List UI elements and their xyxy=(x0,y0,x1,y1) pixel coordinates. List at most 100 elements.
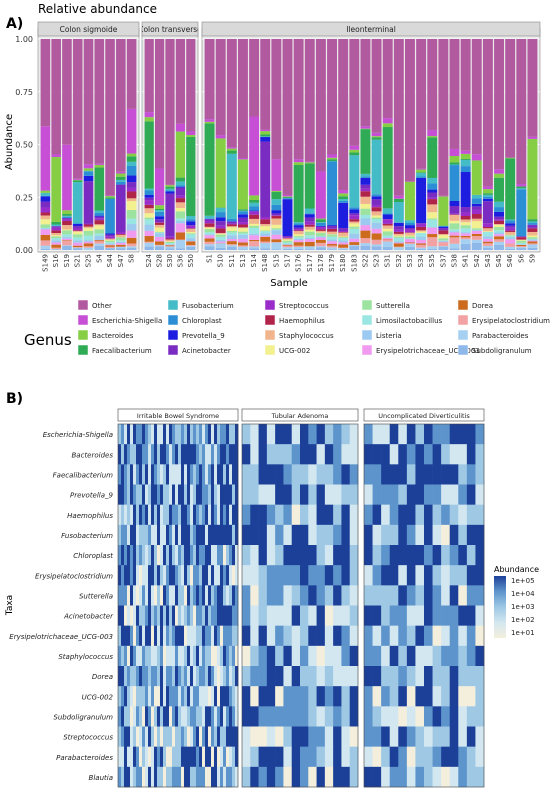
heatmap-cell xyxy=(205,424,209,445)
bar-segment xyxy=(471,236,482,240)
heatmap-cell xyxy=(220,565,224,586)
bar-segment xyxy=(349,152,360,156)
heatmap-cell xyxy=(199,686,203,707)
bar-segment xyxy=(371,207,382,212)
bar-segment xyxy=(105,197,115,199)
heatmap-cell xyxy=(166,605,170,626)
heatmap-cell xyxy=(424,545,433,566)
bar-segment xyxy=(405,235,415,237)
heatmap-cell xyxy=(205,746,209,768)
heatmap-cell xyxy=(175,504,179,526)
bar-segment xyxy=(327,161,337,226)
bar-segment xyxy=(94,218,105,221)
bar-segment xyxy=(249,227,260,234)
heatmap-cell xyxy=(124,726,128,747)
bar-segment xyxy=(360,225,371,231)
heatmap-cell xyxy=(232,444,236,465)
bar-segment xyxy=(482,248,493,250)
heatmap-cell xyxy=(406,726,416,747)
heatmap-cell xyxy=(300,585,309,606)
heatmap-cell xyxy=(283,746,293,768)
heatmap-cell xyxy=(154,666,158,687)
bar-segment xyxy=(155,39,165,169)
heatmap-cell xyxy=(466,524,476,546)
heatmap-cell xyxy=(333,666,342,687)
bar-segment xyxy=(94,225,105,230)
heatmap-cell xyxy=(142,585,146,606)
bar-segment xyxy=(260,219,271,225)
heatmap-cell xyxy=(415,585,425,606)
legend-swatch xyxy=(361,344,373,356)
bar-segment xyxy=(126,175,137,183)
heatmap-cell xyxy=(208,464,212,485)
bar-segment xyxy=(215,243,226,248)
bar-segment xyxy=(116,231,126,234)
heatmap-cell xyxy=(193,444,197,465)
heatmap-cell xyxy=(187,585,191,606)
heatmap-cell xyxy=(133,726,137,747)
bar-segment xyxy=(144,200,154,205)
heatmap-cell xyxy=(187,726,191,747)
heatmap-cell xyxy=(139,585,143,606)
heatmap-cell xyxy=(324,565,334,586)
legend-label: UCG-002 xyxy=(279,347,310,355)
bar-segment xyxy=(72,223,83,224)
heatmap-cell xyxy=(148,524,152,546)
heatmap-cell xyxy=(341,464,351,485)
heatmap-cell xyxy=(242,666,251,687)
heatmap-cell xyxy=(163,504,167,526)
heatmap-cell xyxy=(229,625,233,647)
bar-segment xyxy=(293,245,304,248)
heatmap-cell xyxy=(196,645,200,667)
heatmap-cell xyxy=(142,766,146,788)
heatmap-cell xyxy=(466,766,476,788)
bar-segment xyxy=(460,239,471,244)
heatmap-cell xyxy=(232,766,236,788)
bar-segment xyxy=(116,246,126,249)
heatmap-cell xyxy=(181,686,185,707)
bar-segment xyxy=(260,39,271,130)
taxa-label: Erysipelatoclostridium xyxy=(35,572,113,580)
heatmap-cell xyxy=(205,645,209,667)
bar-segment xyxy=(40,39,51,127)
heatmap-cell xyxy=(124,444,128,465)
bar-segment xyxy=(260,233,271,236)
heatmap-cell xyxy=(333,746,342,768)
heatmap-cell xyxy=(184,625,188,647)
bar-segment xyxy=(494,230,504,233)
bar-segment xyxy=(40,219,51,225)
bar-segment xyxy=(527,223,538,225)
bar-segment xyxy=(449,205,460,214)
heatmap-cell xyxy=(458,666,468,687)
facet-strip xyxy=(37,21,140,37)
bar-segment xyxy=(416,243,427,245)
bar-segment xyxy=(360,176,371,178)
bar-segment xyxy=(282,244,293,246)
heatmap-cell xyxy=(208,645,212,667)
heatmap-cell xyxy=(199,424,203,445)
heatmap-cell xyxy=(229,746,233,768)
bar-segment xyxy=(371,139,382,195)
bar-segment xyxy=(282,196,293,198)
heatmap-cell xyxy=(226,444,230,465)
heatmap-cell xyxy=(187,746,191,768)
legend-label: Dorea xyxy=(472,302,493,310)
heatmap-cell xyxy=(208,424,212,445)
heatmap-cell xyxy=(190,585,194,606)
bar-segment xyxy=(238,217,248,223)
heatmap-cell xyxy=(208,524,212,546)
bar-segment xyxy=(471,203,482,207)
bar-segment xyxy=(516,239,527,241)
heatmap-cell xyxy=(178,444,182,465)
bar-segment xyxy=(83,181,94,224)
bar-segment xyxy=(382,247,393,250)
heatmap-cell xyxy=(181,424,185,445)
bar-segment xyxy=(371,246,382,250)
heatmap-cell xyxy=(208,746,212,768)
bar-segment xyxy=(282,39,293,195)
heatmap-cell xyxy=(127,524,131,546)
heatmap-cell xyxy=(316,746,326,768)
bar-segment xyxy=(271,228,282,230)
bar-segment xyxy=(126,153,137,157)
heatmap-cell xyxy=(229,484,233,505)
